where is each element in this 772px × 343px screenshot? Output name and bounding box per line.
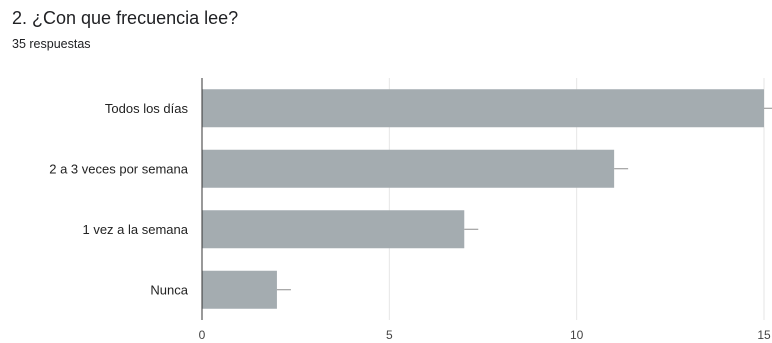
x-tick-label: 15	[757, 328, 771, 342]
category-label: 1 vez a la semana	[82, 222, 188, 237]
bar	[202, 89, 764, 128]
x-tick-label: 5	[386, 328, 393, 342]
bar	[202, 270, 277, 309]
category-label: Nunca	[150, 282, 188, 297]
bar	[202, 149, 615, 188]
category-label: 2 a 3 veces por semana	[49, 161, 189, 176]
chart-title: 2. ¿Con que frecuencia lee?	[12, 8, 239, 28]
x-tick-label: 10	[570, 328, 584, 342]
response-count: 35 respuestas	[12, 37, 91, 51]
x-tick-label: 0	[199, 328, 206, 342]
bar	[202, 210, 465, 249]
category-label: Todos los días	[105, 101, 189, 116]
